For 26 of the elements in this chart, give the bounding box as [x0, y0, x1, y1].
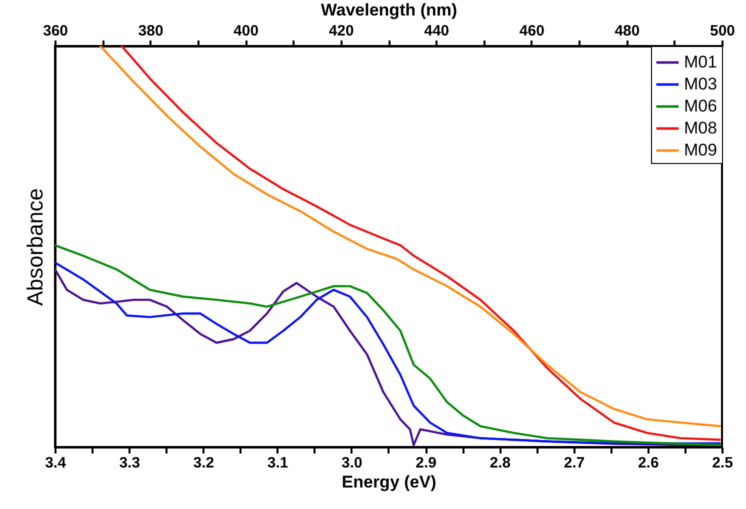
x-tick-label: 2.7 — [564, 454, 585, 472]
x-tick-label: 3.4 — [45, 454, 67, 472]
x2-tick-label: 460 — [519, 22, 544, 40]
x-tick-label: 2.9 — [416, 454, 436, 472]
x2-tick-label: 420 — [328, 22, 354, 40]
x-tick-label: 3.2 — [193, 454, 214, 472]
x-tick-label: 3.0 — [342, 454, 362, 472]
legend-label: M08 — [684, 118, 718, 138]
y-axis-title: Absorbance — [22, 188, 48, 306]
x-tick-label: 3.3 — [119, 454, 140, 472]
x-tick-label: 3.1 — [267, 454, 288, 472]
x-tick-label: 2.8 — [490, 454, 511, 472]
x2-tick-label: 380 — [138, 22, 164, 40]
x2-tick-label: 480 — [614, 22, 640, 40]
x2-tick-label: 500 — [710, 22, 736, 40]
legend-label: M03 — [684, 74, 718, 94]
x-axis-title: Energy (eV) — [342, 472, 436, 492]
x-tick-label: 2.6 — [638, 454, 659, 472]
x-tick-label: 2.5 — [712, 454, 733, 472]
legend-label: M06 — [684, 96, 718, 116]
x2-axis-title: Wavelength (nm) — [320, 0, 458, 20]
x2-tick-label: 360 — [42, 22, 68, 40]
legend-label: M01 — [684, 52, 718, 72]
legend-label: M09 — [684, 140, 718, 160]
x2-tick-label: 440 — [424, 22, 450, 40]
x2-tick-label: 400 — [234, 22, 259, 40]
